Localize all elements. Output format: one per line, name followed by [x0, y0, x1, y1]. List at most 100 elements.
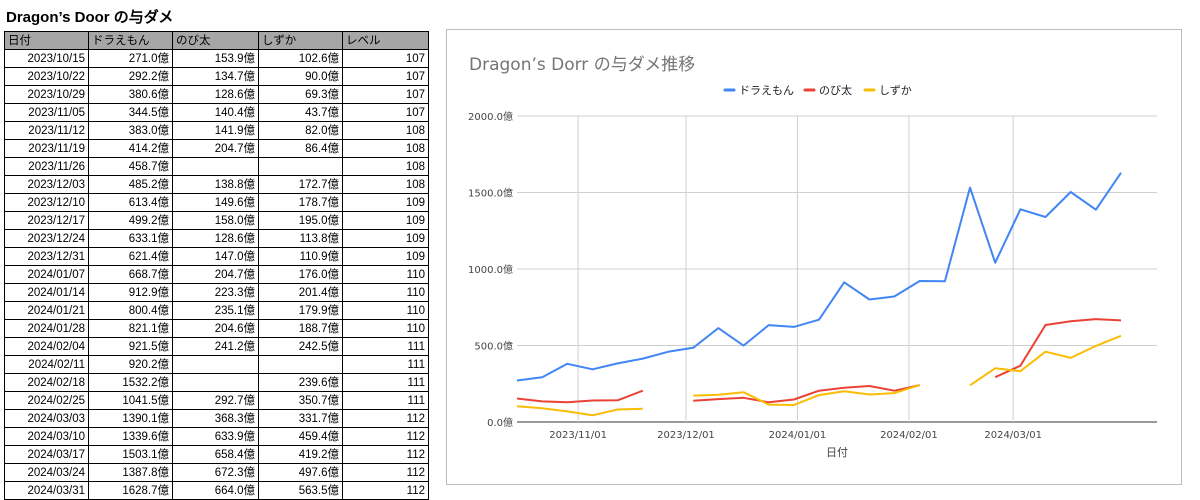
cell-doraemon[interactable]: 414.2億: [88, 139, 173, 158]
cell-doraemon[interactable]: 821.1億: [88, 319, 173, 338]
cell-nobita[interactable]: 292.7億: [172, 391, 259, 410]
cell-doraemon[interactable]: 292.2億: [88, 67, 173, 86]
cell-date[interactable]: 2024/02/04: [4, 337, 89, 356]
cell-date[interactable]: 2023/12/17: [4, 211, 89, 230]
cell-date[interactable]: 2023/10/15: [4, 49, 89, 68]
cell-date[interactable]: 2023/12/31: [4, 247, 89, 266]
cell-shizuka[interactable]: 176.0億: [258, 265, 343, 284]
cell-nobita[interactable]: 140.4億: [172, 103, 259, 122]
cell-level[interactable]: 109: [342, 247, 429, 266]
header-level[interactable]: レベル: [342, 31, 429, 50]
cell-level[interactable]: 108: [342, 139, 429, 158]
cell-date[interactable]: 2023/10/29: [4, 85, 89, 104]
cell-shizuka[interactable]: 188.7億: [258, 319, 343, 338]
cell-shizuka[interactable]: 69.3億: [258, 85, 343, 104]
cell-nobita[interactable]: 147.0億: [172, 247, 259, 266]
cell-date[interactable]: 2024/02/18: [4, 373, 89, 392]
cell-doraemon[interactable]: 383.0億: [88, 121, 173, 140]
cell-date[interactable]: 2024/03/10: [4, 427, 89, 446]
cell-level[interactable]: 111: [342, 337, 429, 356]
cell-date[interactable]: 2024/02/11: [4, 355, 89, 374]
cell-date[interactable]: 2023/11/26: [4, 157, 89, 176]
cell-shizuka[interactable]: 86.4億: [258, 139, 343, 158]
cell-nobita[interactable]: 223.3億: [172, 283, 259, 302]
cell-level[interactable]: 110: [342, 319, 429, 338]
cell-nobita[interactable]: 204.7億: [172, 139, 259, 158]
cell-doraemon[interactable]: 613.4億: [88, 193, 173, 212]
cell-date[interactable]: 2023/10/22: [4, 67, 89, 86]
cell-level[interactable]: 107: [342, 103, 429, 122]
cell-level[interactable]: 112: [342, 481, 429, 500]
cell-nobita[interactable]: 658.4億: [172, 445, 259, 464]
cell-level[interactable]: 108: [342, 175, 429, 194]
cell-date[interactable]: 2023/11/12: [4, 121, 89, 140]
cell-doraemon[interactable]: 633.1億: [88, 229, 173, 248]
cell-shizuka[interactable]: 178.7億: [258, 193, 343, 212]
cell-nobita[interactable]: 672.3億: [172, 463, 259, 482]
cell-shizuka[interactable]: 563.5億: [258, 481, 343, 500]
cell-level[interactable]: 110: [342, 301, 429, 320]
cell-shizuka[interactable]: 331.7億: [258, 409, 343, 428]
cell-shizuka[interactable]: 350.7億: [258, 391, 343, 410]
cell-doraemon[interactable]: 912.9億: [88, 283, 173, 302]
cell-shizuka[interactable]: 102.6億: [258, 49, 343, 68]
cell-level[interactable]: 112: [342, 427, 429, 446]
cell-shizuka[interactable]: 179.9億: [258, 301, 343, 320]
cell-shizuka[interactable]: 82.0億: [258, 121, 343, 140]
cell-level[interactable]: 107: [342, 67, 429, 86]
cell-shizuka[interactable]: 497.6億: [258, 463, 343, 482]
cell-doraemon[interactable]: 458.7億: [88, 157, 173, 176]
cell-date[interactable]: 2024/03/17: [4, 445, 89, 464]
cell-nobita[interactable]: 235.1億: [172, 301, 259, 320]
cell-date[interactable]: 2024/01/28: [4, 319, 89, 338]
cell-shizuka[interactable]: 195.0億: [258, 211, 343, 230]
cell-level[interactable]: 108: [342, 157, 429, 176]
cell-doraemon[interactable]: 1390.1億: [88, 409, 173, 428]
cell-level[interactable]: 112: [342, 409, 429, 428]
cell-nobita[interactable]: 204.7億: [172, 265, 259, 284]
cell-level[interactable]: 109: [342, 211, 429, 230]
cell-date[interactable]: 2023/11/05: [4, 103, 89, 122]
cell-doraemon[interactable]: 499.2億: [88, 211, 173, 230]
cell-doraemon[interactable]: 344.5億: [88, 103, 173, 122]
cell-nobita[interactable]: 138.8億: [172, 175, 259, 194]
cell-date[interactable]: 2024/01/21: [4, 301, 89, 320]
cell-shizuka[interactable]: 113.8億: [258, 229, 343, 248]
cell-date[interactable]: 2024/01/14: [4, 283, 89, 302]
cell-date[interactable]: 2023/12/24: [4, 229, 89, 248]
cell-date[interactable]: 2024/03/03: [4, 409, 89, 428]
cell-nobita[interactable]: 141.9億: [172, 121, 259, 140]
cell-shizuka[interactable]: 242.5億: [258, 337, 343, 356]
cell-date[interactable]: 2024/03/31: [4, 481, 89, 500]
cell-nobita[interactable]: 368.3億: [172, 409, 259, 428]
cell-shizuka[interactable]: [258, 157, 343, 176]
cell-date[interactable]: 2023/12/10: [4, 193, 89, 212]
cell-doraemon[interactable]: 380.6億: [88, 85, 173, 104]
cell-shizuka[interactable]: [258, 355, 343, 374]
cell-doraemon[interactable]: 1387.8億: [88, 463, 173, 482]
cell-level[interactable]: 112: [342, 463, 429, 482]
cell-doraemon[interactable]: 621.4億: [88, 247, 173, 266]
cell-shizuka[interactable]: 43.7億: [258, 103, 343, 122]
cell-shizuka[interactable]: 172.7億: [258, 175, 343, 194]
cell-level[interactable]: 111: [342, 391, 429, 410]
cell-level[interactable]: 111: [342, 355, 429, 374]
cell-doraemon[interactable]: 271.0億: [88, 49, 173, 68]
cell-nobita[interactable]: 128.6億: [172, 85, 259, 104]
cell-doraemon[interactable]: 921.5億: [88, 337, 173, 356]
cell-nobita[interactable]: 153.9億: [172, 49, 259, 68]
cell-shizuka[interactable]: 110.9億: [258, 247, 343, 266]
cell-nobita[interactable]: 633.9億: [172, 427, 259, 446]
cell-date[interactable]: 2023/11/19: [4, 139, 89, 158]
cell-level[interactable]: 109: [342, 229, 429, 248]
header-date[interactable]: 日付: [4, 31, 89, 50]
cell-level[interactable]: 110: [342, 265, 429, 284]
cell-doraemon[interactable]: 485.2億: [88, 175, 173, 194]
cell-doraemon[interactable]: 1628.7億: [88, 481, 173, 500]
cell-nobita[interactable]: 149.6億: [172, 193, 259, 212]
cell-doraemon[interactable]: 1532.2億: [88, 373, 173, 392]
cell-doraemon[interactable]: 668.7億: [88, 265, 173, 284]
cell-nobita[interactable]: 664.0億: [172, 481, 259, 500]
cell-date[interactable]: 2024/02/25: [4, 391, 89, 410]
cell-shizuka[interactable]: 459.4億: [258, 427, 343, 446]
